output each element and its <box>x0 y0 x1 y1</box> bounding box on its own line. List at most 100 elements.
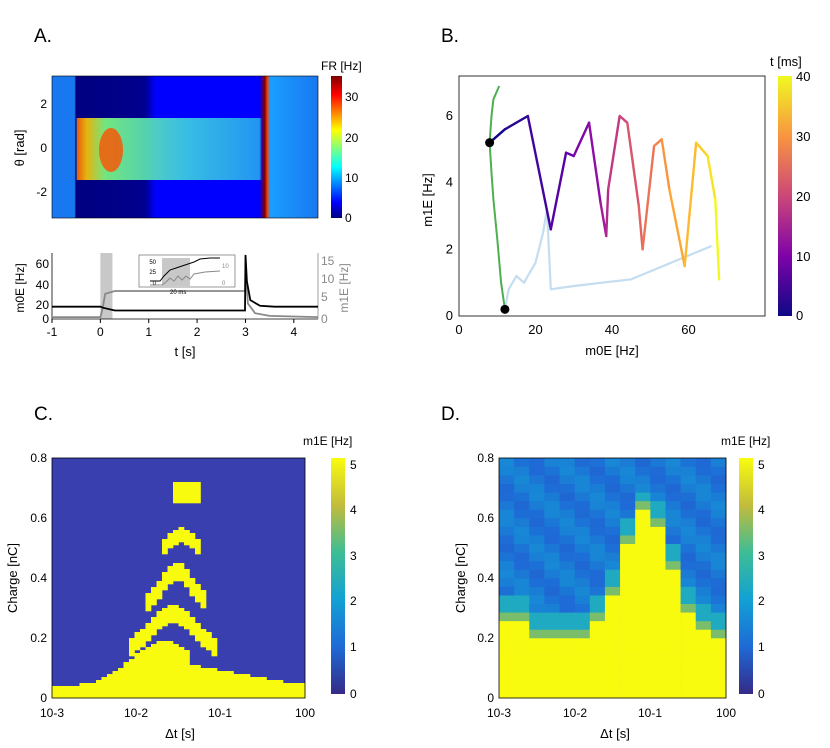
heatmap-cell <box>173 677 179 681</box>
heatmap-cell <box>123 683 130 687</box>
heatmap-cell <box>266 680 273 684</box>
heatmap-cell <box>140 695 146 699</box>
heatmap-cell <box>710 509 727 519</box>
heatmap-cell <box>261 677 267 681</box>
heatmap-cell <box>211 692 218 696</box>
heatmap-cell <box>559 552 575 562</box>
heatmap-cell <box>277 680 284 684</box>
heatmap-cell <box>261 689 267 693</box>
heatmap-cell <box>63 686 69 690</box>
heatmap-cell <box>695 552 712 562</box>
heatmap-cell <box>140 629 146 633</box>
heatmap-cell <box>211 668 218 672</box>
heatmap-cell <box>604 560 621 570</box>
heatmap-cell <box>277 683 284 687</box>
heatmap-cell <box>123 668 130 672</box>
heatmap-cell <box>195 665 201 669</box>
heatmap-cell <box>200 599 207 603</box>
heatmap-cell <box>589 620 606 630</box>
heatmap-cell <box>635 466 651 476</box>
heatmap-cell <box>559 629 575 639</box>
heatmap-cell <box>195 593 201 597</box>
heatmap-cell <box>129 644 135 648</box>
heatmap-cell <box>189 494 196 498</box>
heatmap-cell <box>184 494 190 498</box>
heatmap-cell <box>151 671 157 675</box>
panel-d-ylabel: Charge [nC] <box>453 543 468 613</box>
heatmap-cell <box>107 689 113 693</box>
heatmap-cell <box>178 656 185 660</box>
heatmap-cell <box>156 620 163 624</box>
heatmap-cell <box>206 644 212 648</box>
panel-c-xlabel: Δt [s] <box>165 726 195 741</box>
heatmap-cell <box>195 695 201 699</box>
heatmap-cell <box>211 689 218 693</box>
heatmap-cell <box>635 646 651 656</box>
heatmap-cell <box>544 560 560 570</box>
heatmap-cell <box>695 638 712 647</box>
heatmap-cell <box>85 689 91 693</box>
heatmap-cell <box>156 626 163 630</box>
heatmap-cell <box>665 518 681 527</box>
heatmap-cell <box>184 539 190 543</box>
heatmap-cell <box>650 518 666 527</box>
heatmap-cell <box>162 614 168 618</box>
heatmap-cell <box>529 526 545 536</box>
heatmap-cell <box>222 695 229 699</box>
heatmap-cell <box>57 689 64 693</box>
heatmap-cell <box>529 578 545 587</box>
trajectory-segment <box>605 188 610 238</box>
heatmap-cell <box>151 695 157 699</box>
heatmap-cell <box>145 695 152 699</box>
heatmap-cell <box>162 671 168 675</box>
heatmap-cell <box>635 620 651 630</box>
panel-a-ytick-left: 20 <box>36 298 50 312</box>
heatmap-cell <box>118 668 124 672</box>
heatmap-cell <box>195 686 201 690</box>
heatmap-cell <box>650 646 666 656</box>
heatmap-cell <box>294 686 300 690</box>
panel-a-ytick-right: 15 <box>321 254 335 268</box>
heatmap-cell <box>239 683 245 687</box>
heatmap-cell <box>695 543 712 553</box>
heatmap-cell <box>211 695 218 699</box>
heatmap-cell <box>178 689 185 693</box>
heatmap-cell <box>589 483 606 493</box>
heatmap-cell <box>173 692 179 696</box>
heatmap-cell <box>140 671 146 675</box>
heatmap-cell <box>574 663 591 673</box>
heatmap-cell <box>145 605 152 609</box>
heatmap-cell <box>140 692 146 696</box>
heatmap-cell <box>173 569 179 573</box>
heatmap-cell <box>604 578 621 587</box>
heatmap-cell <box>695 612 712 622</box>
heatmap-cell <box>710 569 727 579</box>
heatmap-cell <box>96 692 102 696</box>
heatmap-cell <box>589 646 606 656</box>
heatmap-cell <box>620 492 636 502</box>
heatmap-cell <box>68 689 75 693</box>
heatmap-cell <box>173 605 179 609</box>
heatmap-cell <box>499 458 515 467</box>
heatmap-cell <box>695 620 712 630</box>
heatmap-cell <box>261 680 267 684</box>
heatmap-cell <box>514 663 530 673</box>
heatmap-cell <box>178 614 185 618</box>
heatmap-cell <box>173 671 179 675</box>
heatmap-cell <box>514 603 530 613</box>
heatmap-cell <box>140 680 146 684</box>
heatmap-cell <box>544 543 560 553</box>
heatmap-cell <box>189 617 196 621</box>
heatmap-cell <box>184 668 190 672</box>
heatmap-cell <box>123 680 130 684</box>
heatmap-cell <box>589 672 606 682</box>
heatmap-cell <box>620 655 636 665</box>
heatmap-cell <box>294 689 300 693</box>
heatmap-cell <box>178 563 185 567</box>
heatmap-cell <box>140 650 146 654</box>
heatmap-cell <box>189 491 196 495</box>
heatmap-cell <box>162 683 168 687</box>
heatmap-cell <box>283 683 289 687</box>
heatmap-cell <box>151 683 157 687</box>
heatmap-cell <box>189 689 196 693</box>
